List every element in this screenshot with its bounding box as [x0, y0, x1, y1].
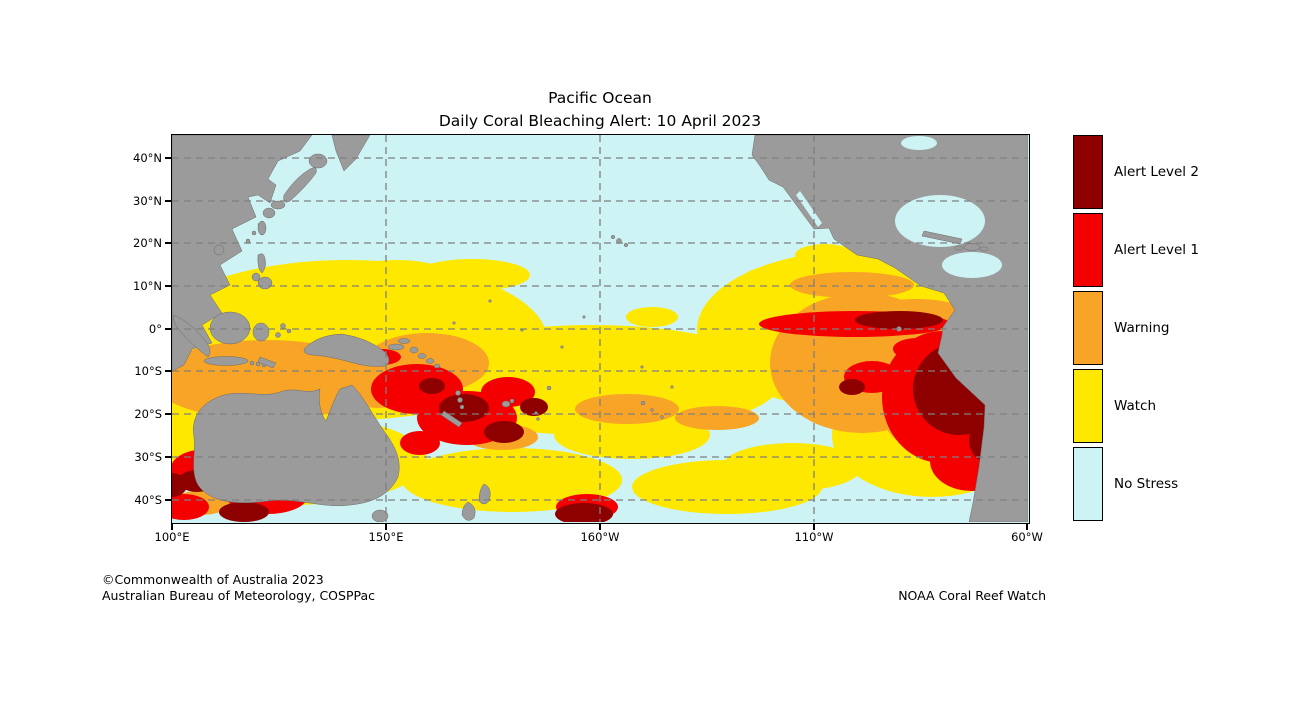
land-borneo [209, 311, 251, 345]
lat-tick [165, 242, 171, 244]
land-tasmania [371, 509, 389, 522]
land-hispaniola [963, 243, 981, 251]
lon-tick-label: 60°W [1011, 530, 1043, 544]
gulf-of-california [796, 191, 822, 227]
legend-item-alert-level-2: Alert Level 2 [1073, 135, 1199, 209]
lat-tick-label: 10°N [133, 279, 162, 293]
lat-tick [165, 413, 171, 415]
legend-label: Watch [1114, 398, 1157, 414]
lat-tick-label: 20°S [134, 407, 162, 421]
land-new-zealand-north [478, 483, 491, 505]
lat-tick-label: 20°N [133, 236, 162, 250]
noaa-credit: NOAA Coral Reef Watch [898, 588, 1046, 603]
lat-tick-label: 30°N [133, 194, 162, 208]
land-new-zealand-south [461, 501, 476, 521]
legend-label: No Stress [1114, 476, 1179, 492]
gridlines [172, 135, 1028, 522]
lon-tick [171, 524, 173, 530]
copyright-line1: ©Commonwealth of Australia 2023 [102, 572, 324, 587]
land-timor [257, 356, 277, 369]
lat-tick-label: 40°S [134, 493, 162, 507]
legend-item-no-stress: No Stress [1073, 447, 1199, 521]
lat-tick [165, 200, 171, 202]
land-taiwan [257, 220, 267, 236]
lat-tick-label: 0° [148, 322, 162, 336]
lon-tick-label: 150°E [368, 530, 404, 544]
land-honshu [283, 167, 317, 203]
legend-item-watch: Watch [1073, 369, 1199, 443]
title-line2: Daily Coral Bleaching Alert: 10 April 20… [438, 111, 762, 130]
chart-title: Pacific Ocean Daily Coral Bleaching Aler… [172, 87, 1028, 132]
land-java [203, 356, 249, 366]
copyright-line2: Australian Bureau of Meteorology, COSPPa… [102, 587, 375, 603]
gulf-of-mexico [895, 195, 985, 247]
legend-label: Alert Level 2 [1114, 164, 1199, 180]
legend: Alert Level 2 Alert Level 1 Warning Watc… [1073, 135, 1199, 521]
lon-tick-label: 160°W [580, 530, 620, 544]
lon-tick [385, 524, 387, 530]
great-lakes [901, 136, 937, 150]
legend-item-alert-level-1: Alert Level 1 [1073, 213, 1199, 287]
land-new-guinea [303, 333, 390, 367]
land-sumatra [173, 314, 211, 358]
caribbean-islands [921, 230, 989, 252]
lon-tick [1026, 524, 1028, 530]
lat-tick-label: 40°N [133, 151, 162, 165]
legend-swatch-alert-level-1 [1073, 213, 1103, 287]
legend-item-warning: Warning [1073, 291, 1199, 365]
lat-tick [165, 499, 171, 501]
inland-seas [796, 136, 1002, 278]
land-philippines [257, 253, 266, 274]
land-fiji [501, 400, 511, 408]
legend-label: Warning [1114, 320, 1170, 336]
coral-bleaching-map [172, 135, 1028, 522]
lat-tick [165, 328, 171, 330]
lon-tick [813, 524, 815, 530]
lat-tick [165, 285, 171, 287]
land-hokkaido [308, 153, 328, 169]
lat-tick [165, 456, 171, 458]
legend-swatch-alert-level-2 [1073, 135, 1103, 209]
land-sulawesi [252, 322, 270, 342]
land-australia [193, 384, 400, 507]
lon-tick-label: 100°E [154, 530, 190, 544]
lat-tick-label: 10°S [134, 364, 162, 378]
lon-tick-label: 110°W [794, 530, 834, 544]
lat-tick [165, 157, 171, 159]
legend-swatch-no-stress [1073, 447, 1103, 521]
title-line1: Pacific Ocean [548, 89, 652, 107]
land-kamchatka [331, 135, 371, 172]
lon-tick [599, 524, 601, 530]
land-cuba [921, 230, 963, 245]
land-kyushu [262, 207, 276, 219]
caribbean-sea [942, 252, 1002, 278]
lat-tick-label: 30°S [134, 450, 162, 464]
legend-label: Alert Level 1 [1114, 242, 1199, 258]
copyright-attribution: ©Commonwealth of Australia 2023 Australi… [102, 572, 375, 603]
legend-swatch-warning [1073, 291, 1103, 365]
land-hainan [213, 244, 225, 256]
map-frame [171, 134, 1030, 524]
lat-tick [165, 370, 171, 372]
legend-swatch-watch [1073, 369, 1103, 443]
